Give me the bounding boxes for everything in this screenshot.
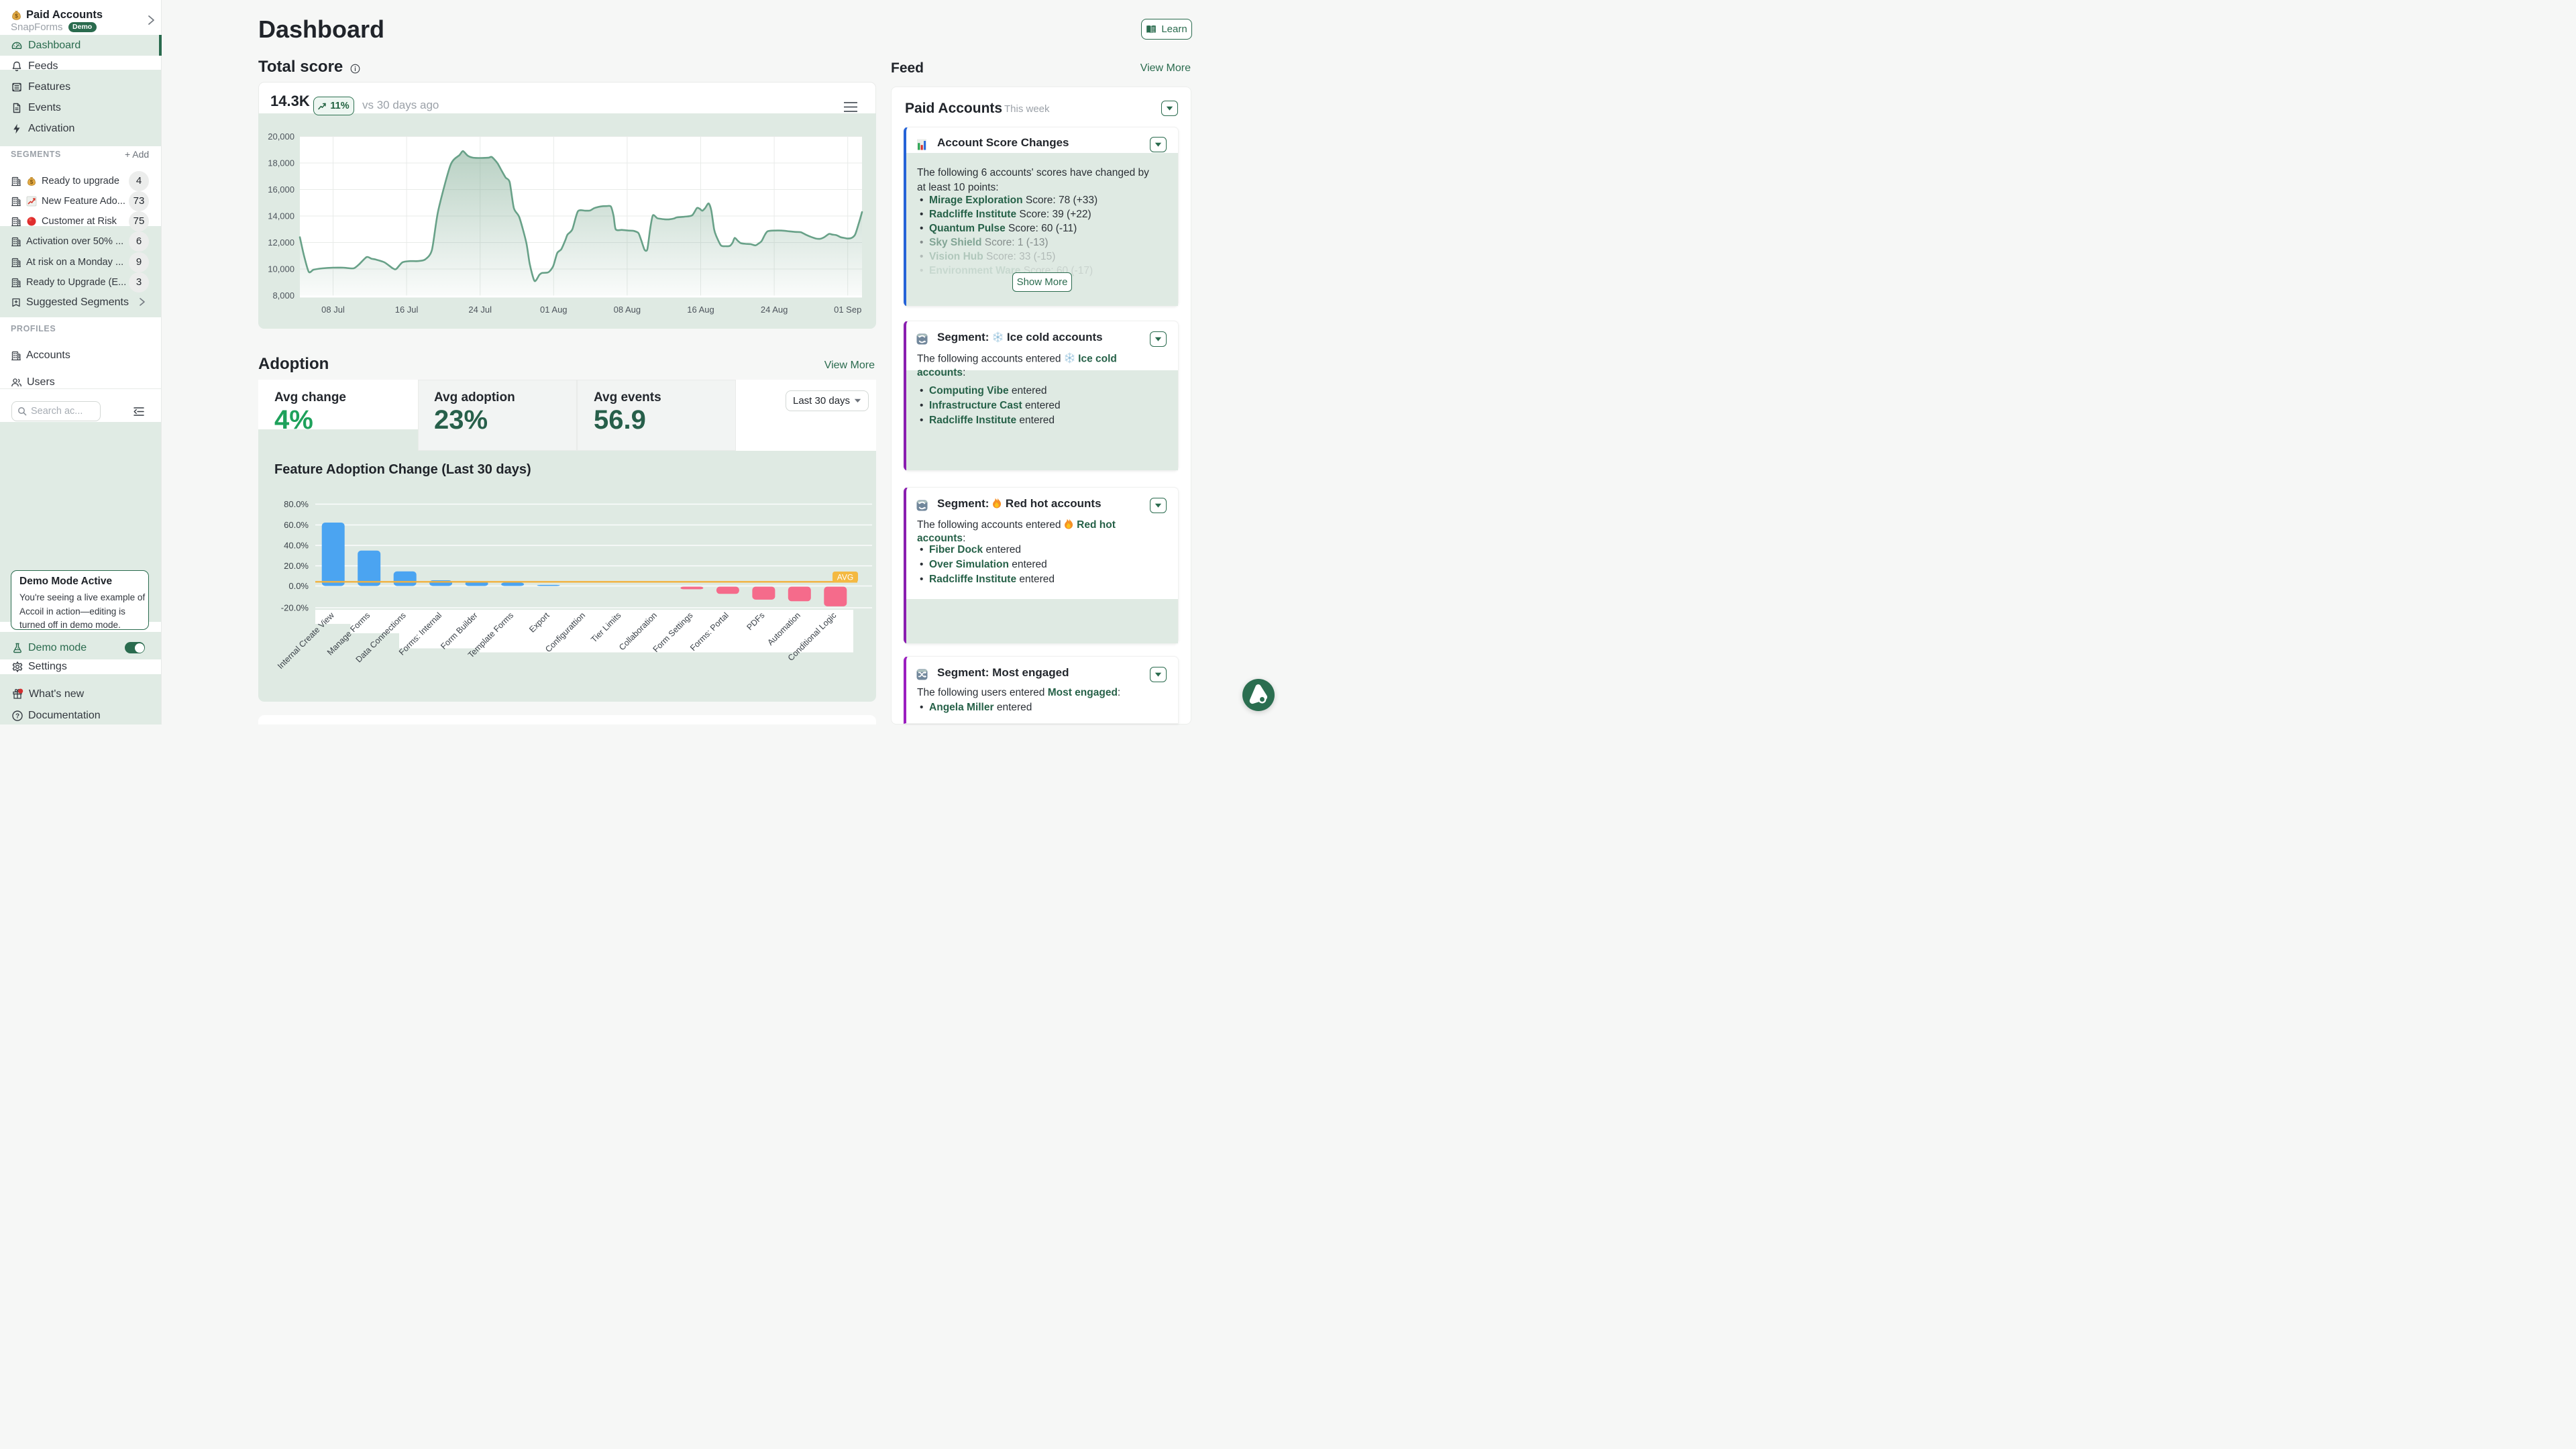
- svg-text:01 Aug: 01 Aug: [540, 305, 568, 315]
- svg-text:$: $: [15, 12, 18, 19]
- svg-text:Internal Create View: Internal Create View: [276, 610, 337, 672]
- svg-text:16 Jul: 16 Jul: [395, 305, 419, 315]
- svg-text:24 Jul: 24 Jul: [468, 305, 492, 315]
- svg-text:08 Aug: 08 Aug: [614, 305, 641, 315]
- svg-text:?: ?: [15, 712, 19, 720]
- svg-text:0.0%: 0.0%: [288, 581, 309, 591]
- svg-text:8,000: 8,000: [272, 290, 294, 301]
- svg-text:$: $: [30, 179, 34, 185]
- svg-text:08 Jul: 08 Jul: [321, 305, 345, 315]
- svg-text:-20.0%: -20.0%: [281, 603, 309, 613]
- svg-text:60.0%: 60.0%: [284, 520, 309, 530]
- svg-text:20,000: 20,000: [268, 131, 294, 142]
- svg-text:40.0%: 40.0%: [284, 541, 309, 551]
- svg-text:AVG: AVG: [837, 573, 853, 582]
- svg-text:24 Aug: 24 Aug: [761, 305, 788, 315]
- svg-text:18,000: 18,000: [268, 158, 294, 168]
- svg-text:20.0%: 20.0%: [284, 561, 309, 571]
- svg-text:14,000: 14,000: [268, 211, 294, 221]
- svg-text:16 Aug: 16 Aug: [687, 305, 714, 315]
- svg-text:80.0%: 80.0%: [284, 499, 309, 509]
- svg-text:10,000: 10,000: [268, 264, 294, 274]
- svg-text:01 Sep: 01 Sep: [834, 305, 861, 315]
- svg-text:16,000: 16,000: [268, 184, 294, 195]
- svg-text:12,000: 12,000: [268, 237, 294, 248]
